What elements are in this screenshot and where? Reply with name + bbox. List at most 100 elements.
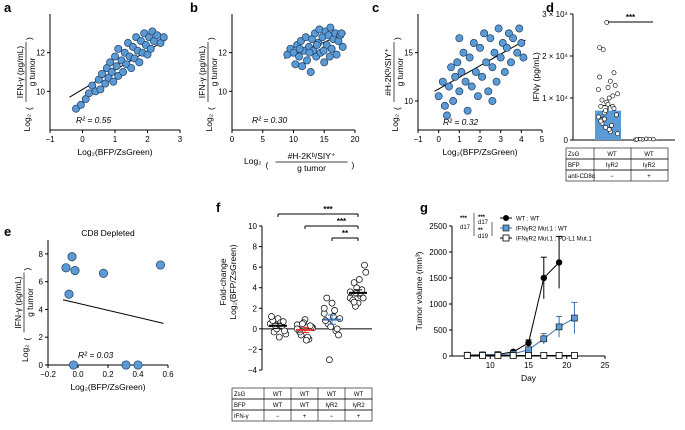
y-tick-label: 0 [443,352,448,361]
r-squared: R² = 0.55 [76,115,111,125]
data-point [597,45,602,50]
data-point [496,53,505,62]
data-point [323,294,331,302]
table-cell: WT [273,403,283,409]
data-point [455,87,464,96]
table-cell: IγR2 [643,163,656,169]
data-point [638,136,643,142]
data-point [320,304,328,312]
y-tick-label: 12 [218,49,227,58]
data-point [482,58,491,67]
data-point [479,352,487,359]
panel-a-ylabel-bottom: g tumor [27,57,37,86]
y-axis-label-bottom: Log₂(BFP/ZsGreen) [228,244,238,319]
data-point [597,74,602,80]
r-squared: R² = 0.30 [252,115,287,125]
panel-a-ylabel-log: Log₂ [22,114,32,131]
table-row [565,169,669,182]
y-tick-label: −2 [248,345,258,354]
x-tick-label: −1 [45,135,55,144]
data-point [494,24,503,33]
data-point [494,352,502,359]
table-row [231,409,373,422]
data-point [647,136,652,142]
data-point [571,314,578,322]
data-point [457,68,466,76]
x-label-log: Log₂ [244,156,261,166]
data-point [515,24,524,33]
panel-e: e CD8 Depleted −0.2 0.0 0.2 0.4 0.6 0 2 4 6 8 R² = 0… [4,224,174,392]
x-tick-label: −0.2 [40,370,56,379]
data-point [459,48,468,57]
panel-letter: g [420,200,428,215]
data-point [449,97,458,105]
data-point [445,82,453,91]
legend-marker [502,234,510,242]
data-point [651,137,656,142]
significance-label: *** [626,13,636,22]
data-point [517,39,526,47]
panel-title: CD8 Depleted [81,228,135,238]
panel-a-ylabel-top: IFN-γ (pg/mL) [15,46,25,99]
data-point [540,335,548,343]
data-point [361,261,368,269]
x-tick-label: 10 [486,361,495,370]
x-tick-label: 0.6 [162,370,174,379]
data-point [111,52,119,61]
data-point [486,34,495,43]
x-tick-label: 20 [351,135,360,144]
panel-b: b 0 5 10 15 20 10 12 R² = 0.30 Log₂ (IFN-γ (pg/mL)… [190,0,360,173]
panel-d: d 0 1 × 10⁴ 2 × 10⁴ 3 × 10⁴ *** IFNγ (pg/mL) Zs… [531,0,675,182]
data-point [478,72,487,81]
panel-b-ylabel-paren-right: ) [206,37,216,40]
y-tick-label: 2 [39,333,44,342]
x-axis-label: Day [521,373,537,383]
x-tick-label: 1 [457,135,462,144]
x-tick-label: 10 [289,135,298,144]
data-point [463,106,472,115]
data-point [469,39,478,47]
panel-b-ylabel: Log₂ (IFN-γ (pg/mL) g tumor) [197,37,219,131]
data-point [502,43,511,52]
table-row-label: ZsG [568,152,580,158]
data-point [346,288,354,296]
data-point [350,298,358,306]
data-point [281,327,288,335]
data-point [303,56,311,65]
data-point [596,87,601,92]
data-point [451,72,460,81]
table-cell: WT [354,392,364,398]
table-row-label: BFP [234,403,246,409]
stat-day-19: d19 [478,234,489,240]
panel-c-ylabel-log: Log₂ [390,114,400,131]
data-point [355,276,363,283]
data-point [331,306,338,314]
data-point [488,97,497,105]
data-point [509,352,517,359]
data-point [64,289,74,299]
y-tick-label: 10 [218,87,227,96]
data-point [603,108,608,113]
data-point [480,29,489,38]
data-point [135,58,144,67]
panel-e-ylabel-paren-left: ( [22,338,32,341]
data-point [596,114,601,120]
x-tick-label: 2 [145,135,150,144]
table-cell: IγR2 [325,403,338,409]
x-tick-label: 3 [498,135,503,144]
data-point [555,352,563,359]
data-point [509,34,518,43]
table-row-label: BFP [568,163,580,169]
table-cell: + [303,414,307,420]
panel-b-ylabel-paren-left: ( [206,107,216,110]
data-point [109,77,118,86]
panel-c-ylabel-paren-left: ( [392,107,402,110]
data-point [614,112,619,118]
panel-b-ylabel-log: Log₂ [204,114,214,131]
data-point [336,315,344,322]
table-cell: WT [300,392,310,398]
data-point [513,48,522,57]
data-point [335,331,342,339]
